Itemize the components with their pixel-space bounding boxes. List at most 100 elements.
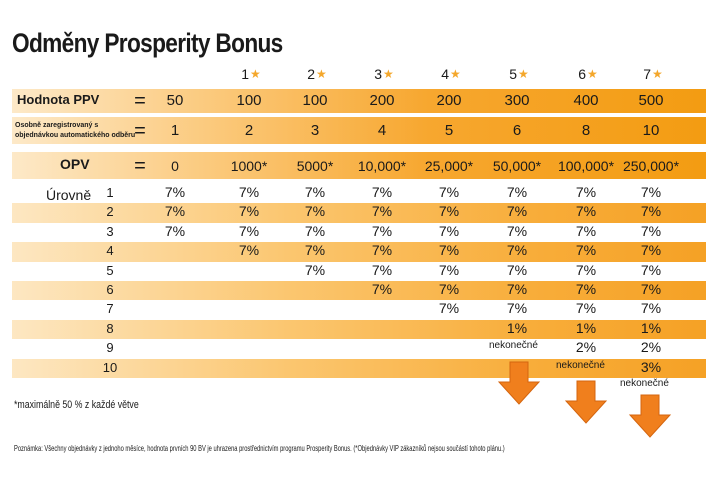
level-percent: 7% <box>438 222 460 239</box>
ppv-value: 400 <box>573 92 599 109</box>
star-level-7: 7★ <box>633 66 673 82</box>
ppv-equals: = <box>134 90 146 112</box>
opv-value: 1000* <box>230 158 268 174</box>
level-percent: 7% <box>238 242 260 259</box>
level-number: 4 <box>106 243 114 259</box>
ppv-value: 50 <box>166 92 184 109</box>
opv-value: 0 <box>171 158 179 174</box>
level-number: 1 <box>106 185 114 200</box>
level-percent: 7% <box>640 184 662 200</box>
ppv-value: 200 <box>436 92 462 109</box>
ppv-row-band <box>12 89 706 113</box>
level-percent: 7% <box>506 300 528 317</box>
level-percent: 7% <box>506 242 528 259</box>
orders-row-band <box>12 117 706 144</box>
level-percent: 7% <box>506 261 528 278</box>
star-icon: ★ <box>518 67 529 81</box>
page-title: Odměny Prosperity Bonus <box>12 28 283 58</box>
level-percent: 7% <box>506 281 528 297</box>
level-percent: 7% <box>238 222 260 239</box>
level-number: 3 <box>106 223 114 239</box>
down-arrow-icon <box>628 394 672 438</box>
opv-row-band <box>12 152 706 179</box>
level-number: 6 <box>106 282 114 297</box>
level-percent: 7% <box>438 300 460 317</box>
star-level-3: 3★ <box>364 66 404 82</box>
star-level-number: 3 <box>374 66 383 82</box>
level-percent: 7% <box>438 203 460 220</box>
ppv-value: 100 <box>302 92 328 109</box>
level-percent: 7% <box>506 222 528 239</box>
star-level-number: 7 <box>643 66 652 82</box>
level-percent: 7% <box>164 222 186 239</box>
level-percent: 7% <box>575 261 597 278</box>
level-row-band <box>12 203 706 223</box>
star-icon: ★ <box>587 67 598 81</box>
star-level-2: 2★ <box>297 66 337 82</box>
level-percent: 7% <box>506 203 528 220</box>
opv-value: 10,000* <box>357 158 407 174</box>
level-percent: 7% <box>371 281 393 297</box>
level-percent: 2% <box>640 339 662 356</box>
level-percent: 7% <box>640 242 662 259</box>
level-percent: 7% <box>438 184 460 200</box>
opv-row-label: OPV <box>60 156 90 172</box>
star-level-4: 4★ <box>431 66 471 82</box>
star-level-5: 5★ <box>499 66 539 82</box>
down-arrow-icon <box>564 380 608 424</box>
star-level-number: 6 <box>578 66 587 82</box>
star-icon: ★ <box>652 67 663 81</box>
level-number: 7 <box>106 301 114 317</box>
star-level-6: 6★ <box>568 66 608 82</box>
star-icon: ★ <box>316 67 327 81</box>
star-icon: ★ <box>383 67 394 81</box>
level-percent: 1% <box>506 319 528 336</box>
star-level-1: 1★ <box>231 66 271 82</box>
orders-value: 5 <box>444 122 454 139</box>
level-percent: 7% <box>640 222 662 239</box>
opv-value: 5000* <box>296 158 334 174</box>
orders-value: 1 <box>170 122 180 139</box>
level-percent: 7% <box>238 203 260 220</box>
opv-equals: = <box>134 155 146 177</box>
level-percent: 7% <box>575 242 597 259</box>
level-percent: 7% <box>371 261 393 278</box>
opv-value: 100,000* <box>557 158 615 174</box>
level-percent: 1% <box>575 319 597 336</box>
level-row-band <box>12 281 706 301</box>
orders-value: 2 <box>244 122 254 139</box>
level-number: 5 <box>106 262 114 278</box>
orders-value: 6 <box>512 122 522 139</box>
level-percent: 7% <box>438 261 460 278</box>
level-percent: 7% <box>304 261 326 278</box>
star-level-number: 2 <box>307 66 316 82</box>
orders-value: 10 <box>642 122 660 139</box>
level-percent: 7% <box>164 184 186 200</box>
star-level-number: 1 <box>241 66 250 82</box>
infinite-label: nekonečné <box>620 378 669 389</box>
opv-value: 25,000* <box>424 158 474 174</box>
level-number: 9 <box>106 340 114 356</box>
star-icon: ★ <box>250 67 261 81</box>
level-percent: 7% <box>304 242 326 259</box>
level-percent: 7% <box>371 203 393 220</box>
level-percent: 7% <box>575 300 597 317</box>
levels-label: Úrovně <box>46 187 92 203</box>
level-percent: 7% <box>304 222 326 239</box>
level-percent: 2% <box>575 339 597 356</box>
ppv-value: 200 <box>369 92 395 109</box>
level-percent: 7% <box>575 184 597 200</box>
orders-row-label-line2: objednávkou automatického odběru <box>15 132 136 139</box>
level-percent: 3% <box>640 358 662 375</box>
level-row-band <box>12 319 706 340</box>
down-arrow-icon <box>497 361 541 405</box>
level-percent: 7% <box>575 281 597 297</box>
footnote: *maximálně 50 % z každé větve <box>14 399 139 411</box>
orders-value: 8 <box>581 122 591 139</box>
level-percent: 7% <box>640 261 662 278</box>
level-percent: 7% <box>575 222 597 239</box>
orders-value: 4 <box>377 122 387 139</box>
level-number: 8 <box>106 320 114 336</box>
star-level-number: 5 <box>509 66 518 82</box>
star-icon: ★ <box>450 67 461 81</box>
